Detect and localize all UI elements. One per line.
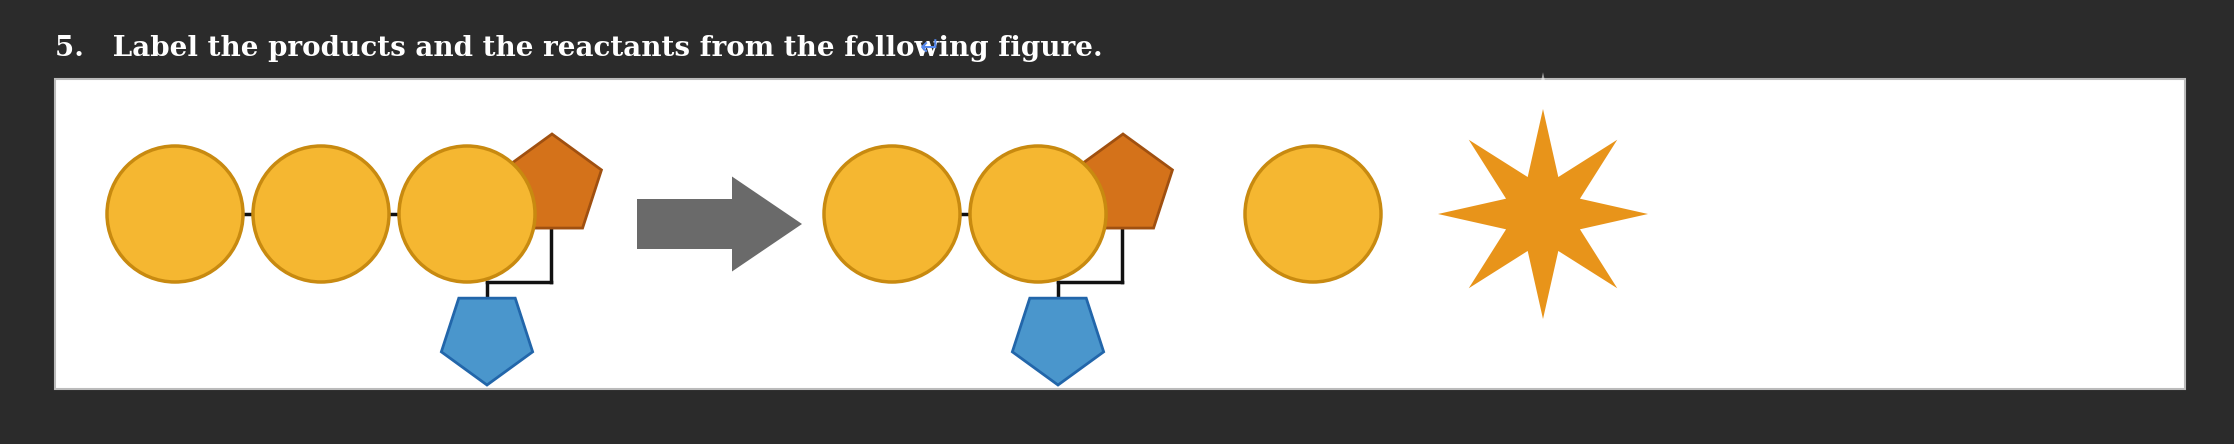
Polygon shape (1075, 134, 1173, 228)
Bar (56, 79, 2185, 389)
Ellipse shape (824, 146, 961, 282)
Ellipse shape (400, 146, 534, 282)
Text: ↵: ↵ (920, 37, 941, 61)
Ellipse shape (107, 146, 244, 282)
Ellipse shape (252, 146, 389, 282)
Polygon shape (503, 134, 601, 228)
Polygon shape (1012, 298, 1104, 385)
Ellipse shape (1428, 99, 1658, 329)
Text: 5.   Label the products and the reactants from the following figure.: 5. Label the products and the reactants … (56, 36, 1104, 63)
Polygon shape (1439, 109, 1649, 319)
Polygon shape (1401, 72, 1684, 356)
Ellipse shape (1244, 146, 1381, 282)
FancyArrow shape (637, 177, 802, 271)
Ellipse shape (970, 146, 1106, 282)
Polygon shape (442, 298, 532, 385)
